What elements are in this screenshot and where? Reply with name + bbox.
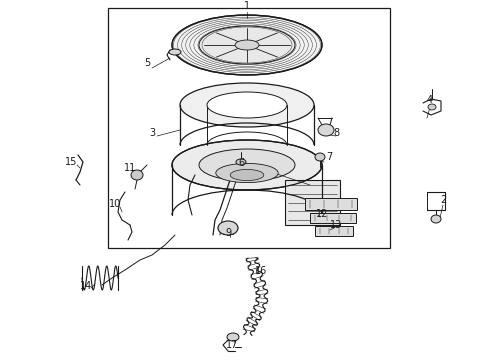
Bar — [315, 226, 353, 236]
Text: 14: 14 — [80, 281, 92, 291]
Ellipse shape — [431, 215, 441, 223]
Ellipse shape — [235, 40, 259, 50]
Text: 11: 11 — [124, 163, 136, 173]
Ellipse shape — [199, 26, 295, 64]
Ellipse shape — [131, 170, 143, 180]
Ellipse shape — [169, 49, 181, 55]
Text: 17: 17 — [226, 340, 238, 350]
Text: 16: 16 — [255, 266, 267, 276]
Ellipse shape — [428, 104, 436, 110]
Text: 3: 3 — [149, 128, 155, 138]
Ellipse shape — [236, 159, 246, 165]
Text: 4: 4 — [427, 95, 433, 105]
Text: 9: 9 — [225, 228, 231, 238]
Ellipse shape — [230, 170, 264, 181]
Ellipse shape — [207, 92, 287, 118]
Text: 5: 5 — [144, 58, 150, 68]
Ellipse shape — [216, 163, 278, 183]
Bar — [310, 213, 356, 223]
Bar — [305, 198, 357, 210]
Text: 1: 1 — [244, 1, 250, 11]
Ellipse shape — [315, 153, 325, 161]
Text: 7: 7 — [326, 152, 332, 162]
Ellipse shape — [180, 83, 314, 127]
Text: 6: 6 — [238, 158, 244, 168]
Ellipse shape — [227, 333, 239, 341]
Ellipse shape — [172, 140, 322, 190]
Ellipse shape — [172, 15, 322, 75]
Polygon shape — [285, 180, 340, 225]
Text: 13: 13 — [330, 220, 342, 230]
Text: 2: 2 — [440, 195, 446, 205]
Text: 8: 8 — [333, 128, 339, 138]
Bar — [108, 8, 390, 248]
Ellipse shape — [318, 124, 334, 136]
Text: 12: 12 — [316, 209, 328, 219]
Text: 15: 15 — [65, 157, 77, 167]
Text: 10: 10 — [109, 199, 121, 209]
Ellipse shape — [199, 149, 295, 181]
Ellipse shape — [218, 221, 238, 235]
